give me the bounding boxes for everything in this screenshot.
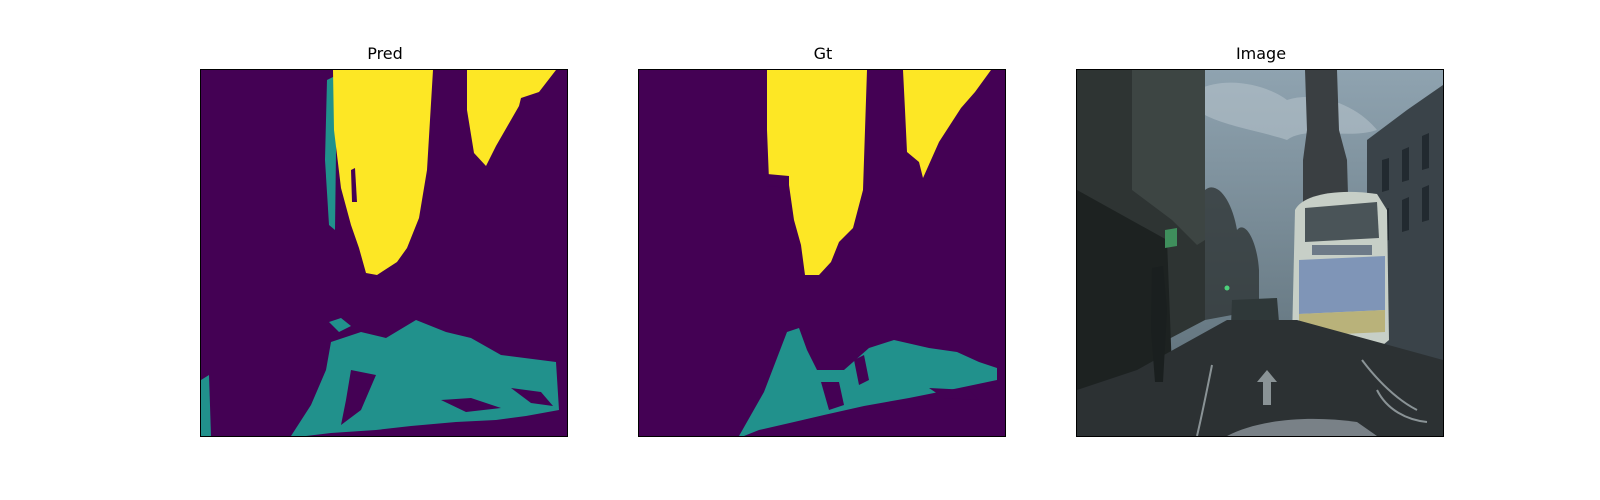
street-photo-svg xyxy=(1077,70,1443,436)
gt-teal-road-region xyxy=(739,328,997,436)
bus-destination-sign xyxy=(1312,245,1372,255)
bare-trees xyxy=(1205,187,1259,320)
pred-road-cut-2 xyxy=(441,398,501,412)
gt-mask-svg xyxy=(639,70,1005,436)
pred-mask-svg xyxy=(201,70,567,436)
green-sign xyxy=(1165,228,1177,248)
panel-title-pred: Pred xyxy=(367,44,403,63)
gt-road-cut-1 xyxy=(821,382,844,410)
image-panel: Image xyxy=(1076,44,1446,439)
panel-title-gt: Gt xyxy=(813,44,833,63)
pred-yellow-left-building xyxy=(333,70,433,275)
pred-road-cut-1 xyxy=(341,370,376,425)
car-hood xyxy=(1227,418,1377,436)
street-photo xyxy=(1076,69,1444,437)
bus-windshield xyxy=(1305,202,1379,242)
gt-yellow-left-building xyxy=(767,70,867,275)
gt-segmentation-map xyxy=(638,69,1006,437)
bus-blue-panel xyxy=(1299,256,1385,314)
left-storefront xyxy=(1077,190,1172,390)
left-building-facade xyxy=(1132,70,1205,245)
pred-panel: Pred xyxy=(200,44,570,439)
road-arrow xyxy=(1257,370,1277,405)
road xyxy=(1077,320,1443,436)
panel-title-image: Image xyxy=(1235,44,1287,63)
pred-road-cut-3 xyxy=(511,388,553,406)
gt-panel: Gt xyxy=(638,44,1008,439)
pred-yellow-notch xyxy=(351,168,357,202)
gt-yellow-right-building xyxy=(903,70,991,178)
church-spire xyxy=(1303,70,1349,230)
gt-road-cut-3 xyxy=(929,388,979,400)
pred-segmentation-map xyxy=(200,69,568,437)
pred-yellow-right-building xyxy=(467,70,556,166)
pred-teal-left-edge xyxy=(201,375,211,436)
road-markings xyxy=(1196,359,1428,436)
gt-yellow-notch xyxy=(767,174,789,188)
pred-teal-small-patch xyxy=(329,318,351,332)
pedestrian xyxy=(1151,266,1167,382)
gt-road-cut-2 xyxy=(854,355,869,385)
traffic-light xyxy=(1224,285,1230,291)
